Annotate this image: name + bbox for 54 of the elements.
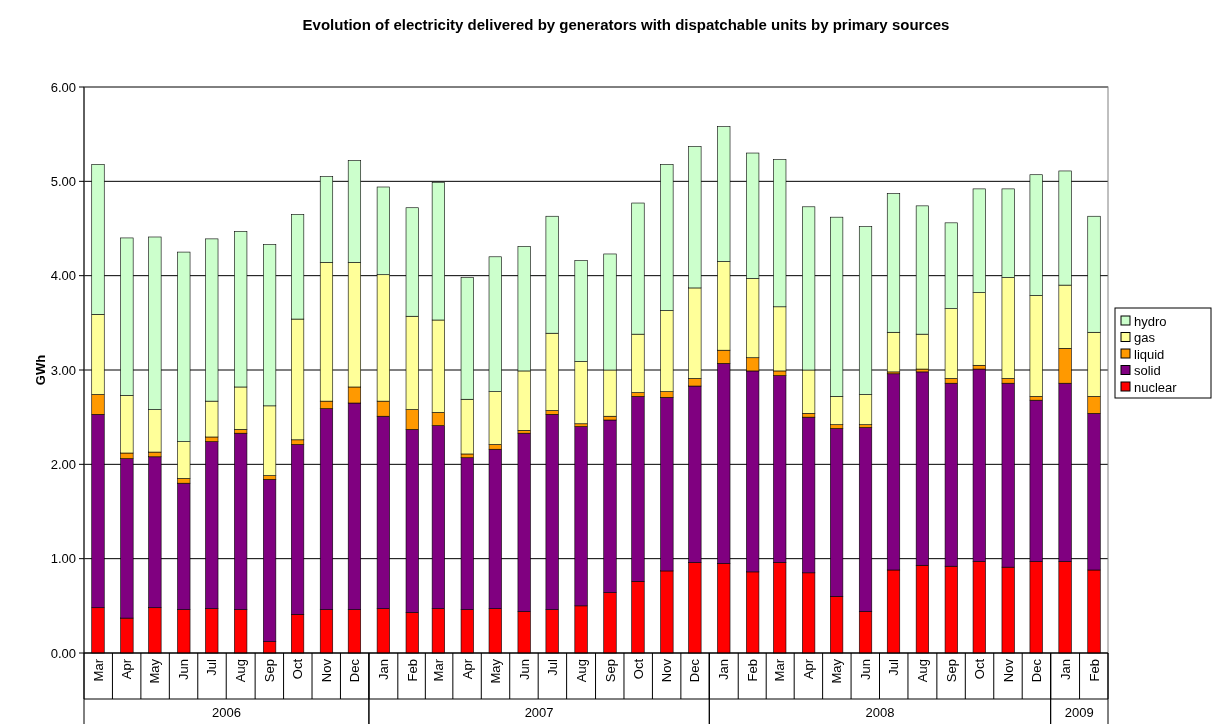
y-tick-label: 4.00	[50, 268, 76, 284]
x-tick-label: Jul	[204, 658, 220, 676]
x-tick-label: May	[487, 658, 503, 684]
chart-title: Evolution of electricity delivered by generators with dispatchable units by primary sources	[302, 16, 950, 33]
x-tick-label: Apr	[459, 658, 475, 680]
x-tick-label: Oct	[290, 658, 306, 680]
legend-label: liquid	[1134, 346, 1165, 362]
x-tick-label: Sep	[262, 659, 278, 683]
x-tick-label: May	[147, 658, 163, 684]
x-tick-label: Jun	[858, 659, 874, 680]
x-tick-label: Dec	[347, 658, 363, 683]
x-tick-label: May	[829, 658, 845, 684]
legend-label: gas	[1134, 330, 1156, 346]
text: 2006	[211, 705, 241, 720]
text: 2008	[865, 705, 895, 720]
x-tick-label: Jun	[516, 659, 532, 680]
y-tick-label: 5.00	[50, 173, 76, 189]
x-tick-label: Feb	[404, 659, 420, 682]
x-tick-label: Aug	[233, 659, 249, 683]
x-tick-label: Nov	[1000, 658, 1016, 683]
y-tick-label: 1.00	[50, 551, 76, 567]
x-tick-label: Jan	[1057, 659, 1073, 680]
x-tick-label: Mar	[430, 658, 446, 682]
x-tick-label: Oct	[971, 658, 987, 680]
text: 2007	[524, 705, 554, 720]
x-tick-label: Sep	[602, 659, 618, 683]
x-tick-label: Jul	[544, 658, 560, 676]
x-tick-label: Aug	[573, 659, 589, 683]
x-tick-label: Nov	[659, 658, 675, 683]
x-tick-label: Jan	[375, 659, 391, 680]
x-tick-label: Nov	[319, 658, 335, 683]
x-tick-label: Feb	[1086, 659, 1102, 682]
y-tick-label: 2.00	[50, 456, 76, 472]
x-tick-label: Mar	[772, 658, 788, 682]
legend-label: hydro	[1134, 313, 1167, 329]
x-tick-label: Sep	[943, 659, 959, 683]
y-tick-label: 6.00	[50, 79, 76, 95]
x-tick-label: Oct	[630, 658, 646, 680]
x-tick-label: Feb	[745, 659, 761, 682]
y-tick-label: 0.00	[50, 645, 76, 661]
x-tick-label: Aug	[914, 659, 930, 683]
legend-label: nuclear	[1134, 379, 1178, 395]
text: 2009	[1064, 705, 1094, 720]
x-tick-label: Dec	[1028, 658, 1044, 683]
x-tick-label: Dec	[687, 658, 703, 683]
y-axis-title: GWh	[33, 354, 48, 386]
y-tick-label: 3.00	[50, 362, 76, 378]
x-tick-label: Jul	[886, 658, 902, 676]
x-tick-label: Jan	[716, 659, 732, 680]
x-tick-label: Mar	[90, 658, 106, 682]
x-tick-label: Jun	[176, 659, 192, 680]
legend-label: solid	[1134, 363, 1161, 379]
x-tick-label: Apr	[119, 658, 135, 680]
x-tick-label: Apr	[801, 658, 817, 680]
